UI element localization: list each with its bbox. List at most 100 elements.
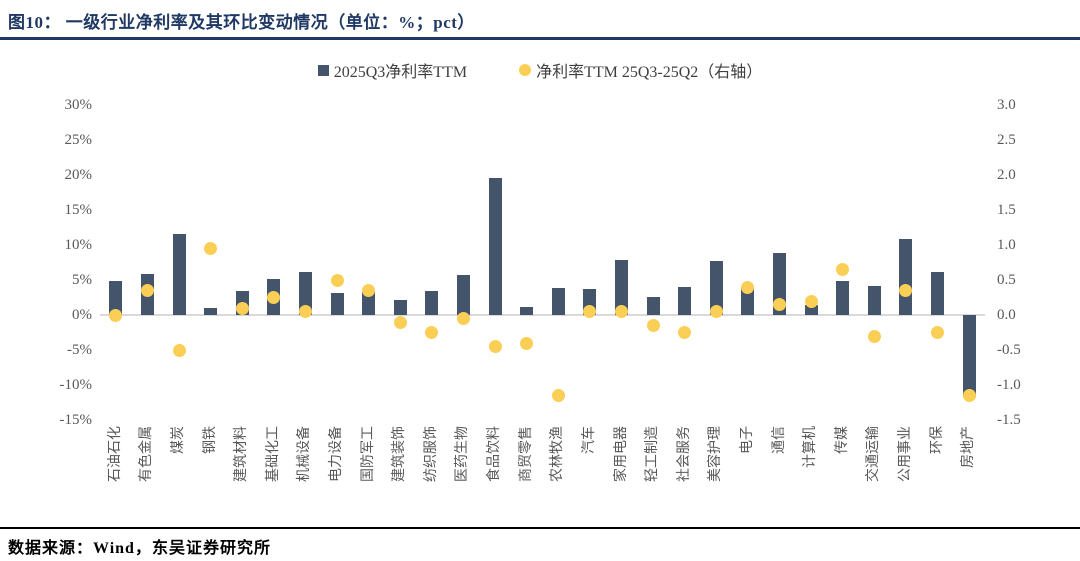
dot-社会服务 — [678, 326, 692, 339]
bar-家用电器 — [615, 259, 629, 315]
bar-轻工制造 — [646, 296, 660, 315]
dot-建筑装饰 — [393, 315, 407, 329]
data-source-note: 数据来源：Wind，东吴证券研究所 — [8, 540, 271, 557]
dot-煤炭 — [172, 343, 186, 357]
x-label-纺织服饰: 纺织服饰 — [423, 426, 439, 482]
bar-社会服务 — [678, 287, 692, 315]
dot-家用电器 — [615, 305, 629, 318]
right-tick-0.0: 0.0 — [997, 307, 1016, 323]
dot-基础化工 — [267, 291, 281, 304]
dot-有色金属 — [140, 284, 154, 297]
bar-环保 — [931, 272, 945, 315]
x-label-有色金属: 有色金属 — [139, 426, 155, 482]
x-label-建筑装饰: 建筑装饰 — [392, 426, 408, 482]
x-label-通信: 通信 — [771, 426, 787, 454]
bar-公用事业 — [899, 238, 913, 315]
x-label-美容护理: 美容护理 — [708, 426, 724, 482]
dot-商贸零售 — [520, 336, 534, 350]
x-label-电力设备: 电力设备 — [329, 426, 345, 482]
right-tick-1.5: 1.5 — [997, 202, 1016, 218]
x-label-医药生物: 医药生物 — [455, 426, 471, 482]
left-tick--10%: -10% — [59, 377, 93, 393]
right-tick-0.5: 0.5 — [997, 272, 1016, 288]
dot-食品饮料 — [488, 340, 502, 353]
dot-石油石化 — [109, 308, 123, 322]
left-tick--5%: -5% — [67, 342, 92, 358]
legend-label-bar-series: 2025Q3净利率TTM — [333, 64, 468, 81]
x-label-交通运输: 交通运输 — [866, 426, 882, 482]
x-label-环保: 环保 — [929, 426, 945, 454]
x-label-社会服务: 社会服务 — [676, 426, 692, 482]
bar-传媒 — [836, 280, 850, 315]
figure-title: 图10： 一级行业净利率及其环比变动情况（单位：%；pct） — [8, 13, 475, 32]
dot-钢铁 — [204, 242, 218, 255]
right-tick-1.0: 1.0 — [997, 237, 1016, 253]
x-label-煤炭: 煤炭 — [171, 426, 187, 454]
x-label-家用电器: 家用电器 — [613, 426, 629, 482]
bar-农林牧渔 — [551, 288, 565, 315]
bar-商贸零售 — [520, 307, 534, 315]
x-label-国防军工: 国防军工 — [360, 426, 376, 482]
plot-area — [100, 105, 985, 420]
legend-item-bar-series: 2025Q3净利率TTM — [317, 58, 468, 82]
bar-国防军工 — [362, 291, 376, 315]
x-label-轻工制造: 轻工制造 — [645, 426, 661, 482]
left-tick-5%: 5% — [72, 272, 92, 288]
right-tick--0.5: -0.5 — [997, 342, 1021, 358]
dot-农林牧渔 — [551, 389, 565, 402]
left-tick--15%: -15% — [59, 412, 93, 428]
right-tick--1.0: -1.0 — [997, 377, 1021, 393]
zero-gridline — [100, 314, 985, 316]
left-tick-20%: 20% — [64, 167, 93, 183]
x-label-建筑材料: 建筑材料 — [234, 426, 250, 482]
dot-传媒 — [836, 263, 850, 276]
x-label-房地产: 房地产 — [961, 426, 977, 468]
bar-建筑装饰 — [393, 299, 407, 315]
left-tick-30%: 30% — [64, 97, 93, 113]
dot-建筑材料 — [235, 301, 249, 315]
chart-legend: 2025Q3净利率TTM 净利率TTM 25Q3-25Q2（右轴） — [0, 58, 1080, 82]
right-tick-2.5: 2.5 — [997, 132, 1016, 148]
x-label-石油石化: 石油石化 — [107, 426, 123, 482]
dot-通信 — [773, 298, 787, 311]
bar-纺织服饰 — [425, 291, 439, 315]
dot-国防军工 — [362, 284, 376, 297]
dot-series-marker-icon — [519, 64, 532, 76]
x-label-农林牧渔: 农林牧渔 — [550, 426, 566, 482]
bar-美容护理 — [709, 261, 723, 315]
x-label-食品饮料: 食品饮料 — [487, 426, 503, 482]
x-label-机械设备: 机械设备 — [297, 426, 313, 482]
dot-计算机 — [804, 294, 818, 308]
x-label-钢铁: 钢铁 — [202, 426, 218, 454]
left-tick-15%: 15% — [64, 202, 93, 218]
bar-交通运输 — [867, 285, 881, 315]
x-label-电子: 电子 — [739, 426, 755, 454]
x-label-基础化工: 基础化工 — [265, 426, 281, 482]
bar-房地产 — [962, 315, 976, 397]
dot-房地产 — [962, 389, 976, 402]
right-tick--1.5: -1.5 — [997, 412, 1021, 428]
x-label-计算机: 计算机 — [803, 426, 819, 468]
dot-机械设备 — [298, 305, 312, 318]
bar-计算机 — [804, 305, 818, 315]
left-tick-0%: 0% — [72, 307, 92, 323]
x-label-商贸零售: 商贸零售 — [518, 426, 534, 482]
bar-电子 — [741, 287, 755, 315]
legend-label-dot-series: 净利率TTM 25Q3-25Q2（右轴） — [536, 64, 763, 81]
bar-机械设备 — [298, 271, 312, 315]
x-label-汽车: 汽车 — [581, 426, 597, 454]
x-label-传媒: 传媒 — [834, 426, 850, 454]
left-tick-10%: 10% — [64, 237, 93, 253]
bar-电力设备 — [330, 292, 344, 315]
right-tick-2.0: 2.0 — [997, 167, 1016, 183]
title-divider-line — [0, 37, 1080, 40]
right-tick-3.0: 3.0 — [997, 97, 1016, 113]
dot-轻工制造 — [646, 319, 660, 332]
legend-item-dot-series: 净利率TTM 25Q3-25Q2（右轴） — [519, 58, 762, 82]
footer-divider-line — [0, 527, 1080, 529]
dot-美容护理 — [709, 305, 723, 318]
dot-医药生物 — [456, 312, 470, 325]
left-tick-25%: 25% — [64, 132, 93, 148]
dot-公用事业 — [899, 284, 913, 297]
